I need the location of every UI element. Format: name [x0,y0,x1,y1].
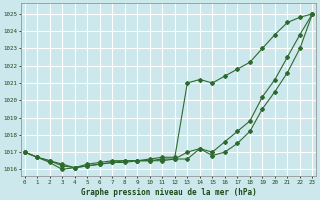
X-axis label: Graphe pression niveau de la mer (hPa): Graphe pression niveau de la mer (hPa) [81,188,256,197]
